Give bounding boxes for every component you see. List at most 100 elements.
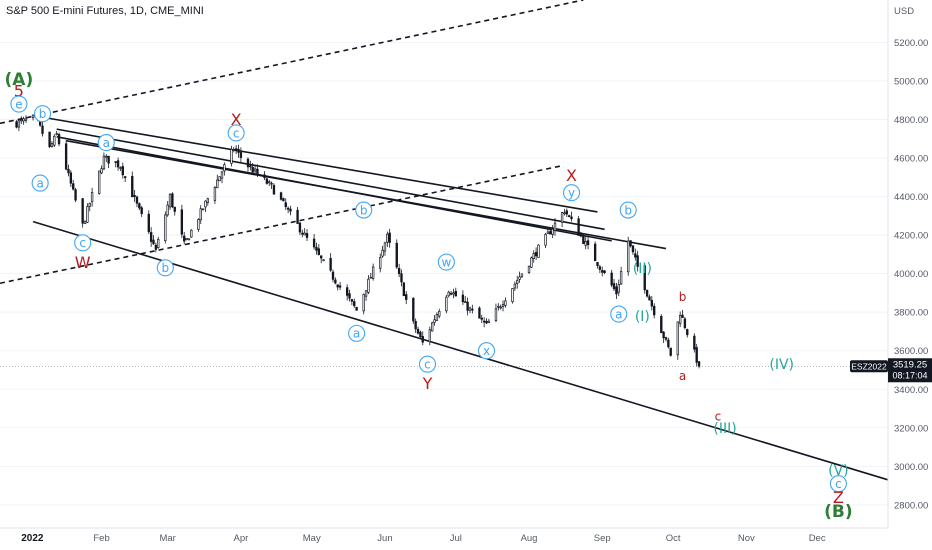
wave-label-circle [348, 324, 366, 342]
wave-label-text: c [835, 477, 842, 491]
candle-body [223, 164, 226, 172]
candle-body [187, 238, 191, 241]
wave-label: (IV) [769, 357, 794, 373]
trendline [32, 114, 598, 213]
candle-body [468, 307, 472, 311]
time-tick-label: Jul [450, 533, 462, 544]
candle-body [48, 131, 51, 147]
candle-body [116, 160, 120, 168]
wave-label: Z [833, 488, 844, 507]
wave-label-text: X [566, 166, 577, 185]
candle-body [501, 304, 505, 308]
candle-body [338, 285, 342, 288]
wave-label-circle [10, 95, 28, 113]
wave-label: X [231, 110, 242, 129]
candle-body [305, 233, 309, 238]
wave-label-circle [31, 174, 49, 192]
wave-label: x [477, 342, 496, 360]
candle-body [697, 361, 701, 367]
candle-body [412, 297, 415, 322]
candle-body [265, 178, 269, 184]
candle-body [345, 287, 349, 296]
candle-body [303, 232, 306, 236]
candle-body [180, 209, 184, 235]
candle-body [147, 213, 150, 233]
candle-body [435, 314, 439, 321]
candle-body [168, 194, 172, 208]
candle-body [15, 121, 18, 128]
candle-body [17, 120, 21, 128]
candle-body [381, 249, 384, 257]
wave-label-text: c [79, 236, 86, 250]
candle-body [197, 219, 200, 230]
candle-body [615, 286, 618, 295]
price-tick-label: 5000.00 [894, 76, 928, 87]
candle-body [464, 301, 467, 303]
candle-body [220, 171, 224, 179]
price-tag-countdown: 08:17:04 [892, 370, 927, 380]
price-tick-label: 3800.00 [894, 308, 928, 319]
candle-body [55, 133, 58, 135]
candle-body [53, 135, 56, 146]
candle-body [593, 243, 597, 262]
candle-body [315, 246, 318, 251]
price-tag-symbol: ESZ2022 [851, 361, 887, 371]
wave-label: c [829, 475, 847, 493]
wave-label-text: b [624, 203, 632, 217]
wave-label-circle [477, 342, 496, 360]
candle-body [312, 238, 316, 248]
candle-body [431, 322, 434, 332]
candle-body [537, 244, 540, 258]
candle-body [518, 276, 521, 280]
wave-label: (II) [633, 261, 652, 277]
candle-body [107, 155, 110, 164]
currency-label: USD [894, 6, 914, 17]
candle-body [428, 329, 432, 343]
candle-body [317, 248, 321, 255]
wave-label-text: a [615, 307, 622, 321]
candle-body [532, 253, 535, 259]
candle-body [664, 337, 668, 340]
candle-body [598, 266, 602, 270]
time-tick-label: Nov [738, 533, 755, 544]
candle-body [251, 166, 254, 173]
wave-label: b [679, 290, 687, 304]
candle-body [667, 339, 670, 348]
wave-label: b [619, 201, 637, 219]
candle-body [584, 241, 587, 246]
candle-body [100, 168, 103, 174]
time-axis[interactable]: 2022 Feb Mar Apr May Jun Jul Aug Sep Oct Nov Dec [0, 527, 932, 550]
candle-body [367, 278, 370, 293]
wave-label: b [355, 201, 373, 219]
candle-body [24, 118, 28, 121]
candle-body [362, 294, 365, 312]
price-tick-label: 5200.00 [894, 38, 928, 49]
wave-label-text: 5 [14, 81, 24, 100]
wave-label-text: b [360, 203, 368, 217]
wave-label: Y [422, 374, 433, 393]
candle-body [513, 283, 517, 289]
chart-title: S&P 500 E-mini Futures, 1D, CME_MINI [6, 5, 204, 17]
candle-body [206, 198, 210, 203]
candle-body [371, 266, 375, 279]
candle-body [438, 310, 441, 317]
candle-body [201, 208, 205, 211]
candle-body [653, 305, 656, 316]
candle-body [334, 279, 337, 284]
wave-label-text: y [568, 186, 575, 200]
candle-body [22, 118, 25, 122]
candle-body [650, 300, 654, 307]
candle-body [660, 315, 663, 334]
price-axis[interactable]: USD 5200.00 5000.00 4800.00 4600.00 4400.00 4… [887, 0, 932, 528]
time-tick-label: 2022 [21, 533, 44, 544]
candle-body [461, 294, 465, 303]
wave-label: b [33, 105, 52, 123]
wave-label: c [418, 355, 437, 373]
candle-body [643, 265, 646, 291]
time-tick-label: Mar [159, 533, 175, 544]
wave-label-text: w [441, 255, 451, 269]
candle-body [586, 240, 590, 246]
candle-body [31, 114, 35, 119]
candle-body [20, 119, 23, 122]
